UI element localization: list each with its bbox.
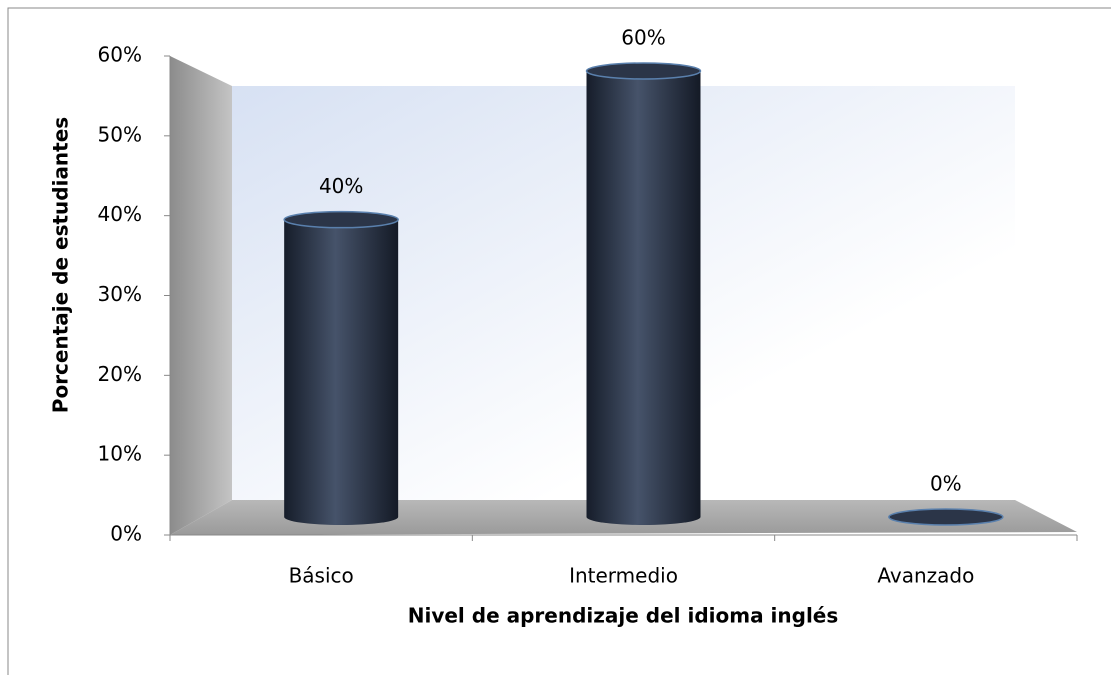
y-tick-label: 40%	[98, 202, 142, 226]
x-axis-title: Nivel de aprendizaje del idioma inglés	[408, 604, 839, 628]
y-tick-label: 60%	[98, 43, 142, 67]
bar	[283, 210, 399, 525]
y-tick-label: 20%	[98, 362, 142, 386]
side-wall	[170, 56, 232, 535]
value-label: 0%	[930, 472, 962, 496]
y-axis-title: Porcentaje de estudiantes	[49, 117, 73, 413]
cylinder-top	[283, 210, 399, 229]
value-label: 40%	[319, 174, 363, 198]
y-tick-label: 50%	[98, 122, 142, 146]
x-tick-label: Avanzado	[877, 564, 974, 588]
y-tick-label: 30%	[98, 282, 142, 306]
y-tick-label: 10%	[98, 442, 142, 466]
cylinder-body	[284, 219, 399, 525]
y-tick-label: 0%	[110, 522, 142, 546]
x-tick-label: Intermedio	[569, 564, 678, 588]
bar	[888, 508, 1004, 526]
bar	[585, 62, 702, 525]
x-tick-label: Básico	[289, 564, 354, 588]
cylinder-top	[585, 62, 702, 80]
cylinder-top	[888, 508, 1004, 526]
value-label: 60%	[621, 26, 665, 50]
cylinder-body	[586, 71, 701, 525]
frame	[7, 7, 1111, 675]
